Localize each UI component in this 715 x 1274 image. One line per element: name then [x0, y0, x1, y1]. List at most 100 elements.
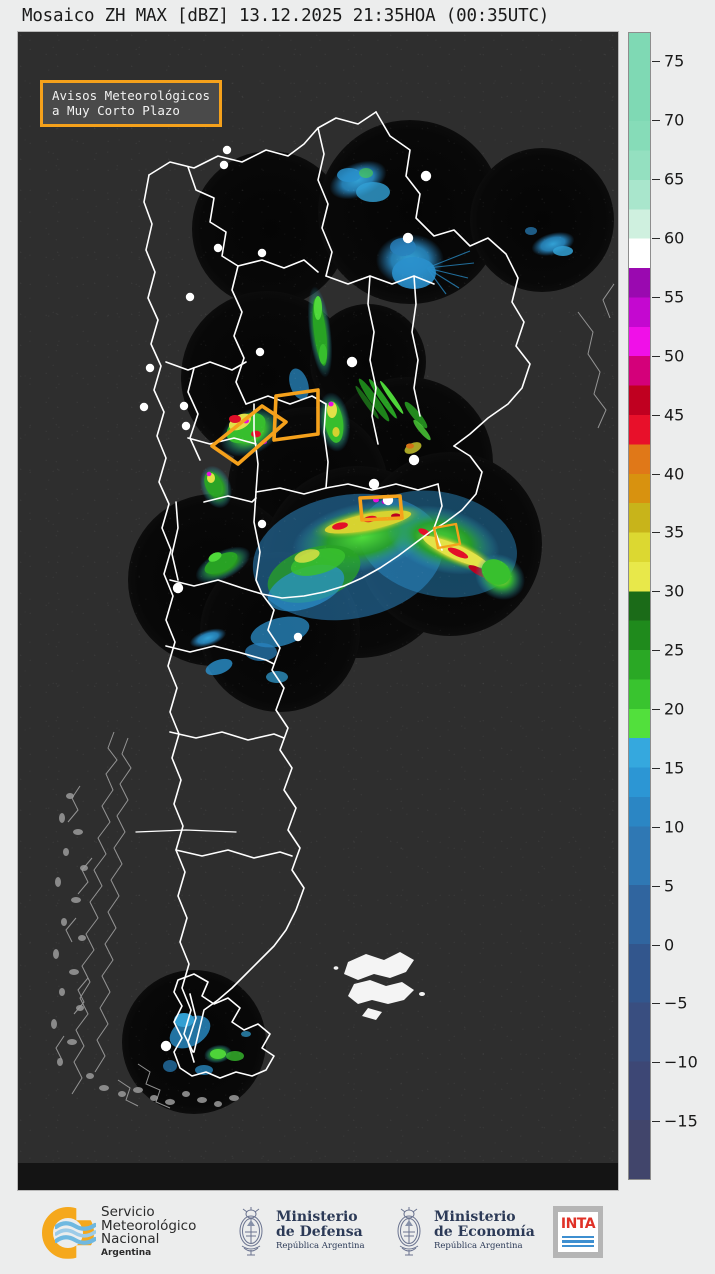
footer-logos: Servicio Meteorológico Nacional Argentin… [0, 1192, 715, 1274]
radar-site [255, 347, 265, 357]
radar-echoes-north [329, 160, 575, 295]
smn-logo-text: Servicio Meteorológico Nacional Argentin… [101, 1204, 197, 1260]
smn-line-3: Nacional [101, 1231, 160, 1247]
argentina-coat-of-arms-icon [239, 1207, 263, 1256]
inta-logo-icon: INTA [553, 1206, 603, 1258]
malvinas-islands [333, 952, 425, 1020]
radar-site [185, 292, 195, 302]
colorbar-tick-label: −10 [664, 1052, 698, 1072]
colorbar-tick [652, 826, 660, 828]
smn-subtitle: Argentina [101, 1247, 152, 1258]
radar-site [420, 170, 432, 182]
smn-line-2: Meteorológico [101, 1217, 197, 1234]
coastline-layer [55, 283, 615, 1109]
alert-polygons [210, 388, 462, 550]
economia-line-1: Ministerio [434, 1208, 516, 1225]
alert-polygon [358, 494, 404, 522]
radar-site-dots [139, 145, 432, 1052]
alert-polygon [432, 522, 462, 550]
colorbar-tick-label: 55 [664, 287, 685, 307]
radar-site [219, 160, 229, 170]
inta-wordmark: INTA [560, 1215, 596, 1232]
colorbar-tick [652, 532, 660, 534]
alert-polygon [272, 388, 320, 442]
radar-site [179, 401, 189, 411]
colorbar-tick [652, 709, 660, 710]
colorbar-tick-label: 35 [664, 522, 685, 542]
map-bottom-strip [18, 1163, 618, 1190]
ministerio-defensa-text: Ministerio de Defensa República Argentin… [276, 1208, 365, 1253]
defensa-line-1: Ministerio [276, 1208, 358, 1225]
colorbar-tick [652, 1121, 660, 1123]
colorbar-tick-label: −5 [664, 993, 688, 1013]
colorbar-gradient [628, 32, 651, 1180]
logo-ministerio-defensa[interactable]: Ministerio de Defensa República Argentin… [234, 1206, 365, 1256]
radar-site [222, 145, 232, 155]
colorbar-tick-label: 40 [664, 464, 685, 483]
radar-site [346, 356, 358, 368]
colorbar-tick-label: 25 [664, 640, 685, 660]
colorbar-tick-label: 15 [664, 758, 685, 778]
page-title: Mosaico ZH MAX [dBZ] 13.12.2025 21:35HOA… [22, 6, 550, 26]
colorbar-tick [652, 355, 660, 357]
colorbar-tick [652, 238, 660, 240]
radar-site [172, 582, 184, 594]
colorbar-tick [652, 473, 660, 475]
warning-legend-box[interactable]: Avisos Meteorológicos a Muy Corto Plazo [40, 80, 223, 127]
inta-stripes-icon [562, 1234, 594, 1248]
colorbar-tick [652, 414, 660, 416]
colorbar-tick [652, 120, 660, 122]
smn-logo-icon [42, 1206, 96, 1259]
radar-site [257, 248, 267, 258]
border-layer [135, 111, 531, 1079]
colorbar-tick [652, 179, 660, 181]
colorbar-tick [652, 296, 660, 298]
radar-map-canvas [18, 32, 618, 1190]
radar-site [293, 632, 303, 642]
logo-smn[interactable]: Servicio Meteorológico Nacional Argentin… [42, 1204, 197, 1260]
colorbar-tick-label: 60 [664, 228, 685, 248]
colorbar-tick [652, 944, 660, 946]
colorbar-tick-label: 20 [664, 699, 685, 719]
ministerio-economia-text: Ministerio de Economía República Argenti… [434, 1208, 535, 1253]
logo-ministerio-economia[interactable]: Ministerio de Economía República Argenti… [392, 1206, 535, 1256]
colorbar-tick-label: −15 [664, 1111, 698, 1131]
alert-polygon [210, 404, 288, 466]
colorbar-tick [652, 1003, 660, 1005]
colorbar-tick-label: 45 [664, 405, 685, 425]
patagonia-islands [51, 793, 239, 1107]
radar-echoes-santafe [289, 286, 351, 452]
radar-echoes-cordoba [189, 407, 282, 676]
colorbar-tick [652, 650, 660, 652]
radar-site [181, 421, 191, 431]
radar-site [402, 232, 414, 244]
colorbar-tick-label: 70 [664, 110, 685, 130]
defensa-subtitle: República Argentina [276, 1240, 365, 1251]
radar-site [145, 363, 155, 373]
colorbar-tick-label: 75 [664, 51, 685, 71]
radar-map[interactable]: Avisos Meteorológicos a Muy Corto Plazo [18, 32, 618, 1190]
defensa-line-2: de Defensa [276, 1223, 363, 1240]
radar-site [160, 1040, 172, 1052]
radar-site [408, 454, 420, 466]
colorbar-tick [652, 61, 660, 63]
colorbar-tick-label: 10 [664, 817, 685, 837]
radar-site [139, 402, 149, 412]
radar-site [368, 478, 380, 490]
radar-echoes-mainline [245, 490, 526, 683]
colorbar-tick [652, 591, 660, 593]
smn-waves-icon [55, 1220, 96, 1245]
colorbar-tick-label: 0 [664, 935, 675, 954]
colorbar: 75 70 65 60 55 50 45 40 35 30 25 20 15 10 5 0 −5 −10 −15 [628, 32, 698, 1180]
economia-line-2: de Economía [434, 1223, 535, 1240]
colorbar-tick [652, 767, 660, 769]
colorbar-tick [652, 1062, 660, 1064]
colorbar-tick-label: 50 [664, 346, 685, 366]
economia-subtitle: República Argentina [434, 1240, 523, 1251]
radar-site [257, 519, 267, 529]
smn-line-1: Servicio [101, 1204, 155, 1220]
colorbar-tick-label: 65 [664, 169, 685, 189]
argentina-coat-of-arms-icon [397, 1207, 421, 1256]
logo-inta[interactable]: INTA [553, 1206, 603, 1258]
